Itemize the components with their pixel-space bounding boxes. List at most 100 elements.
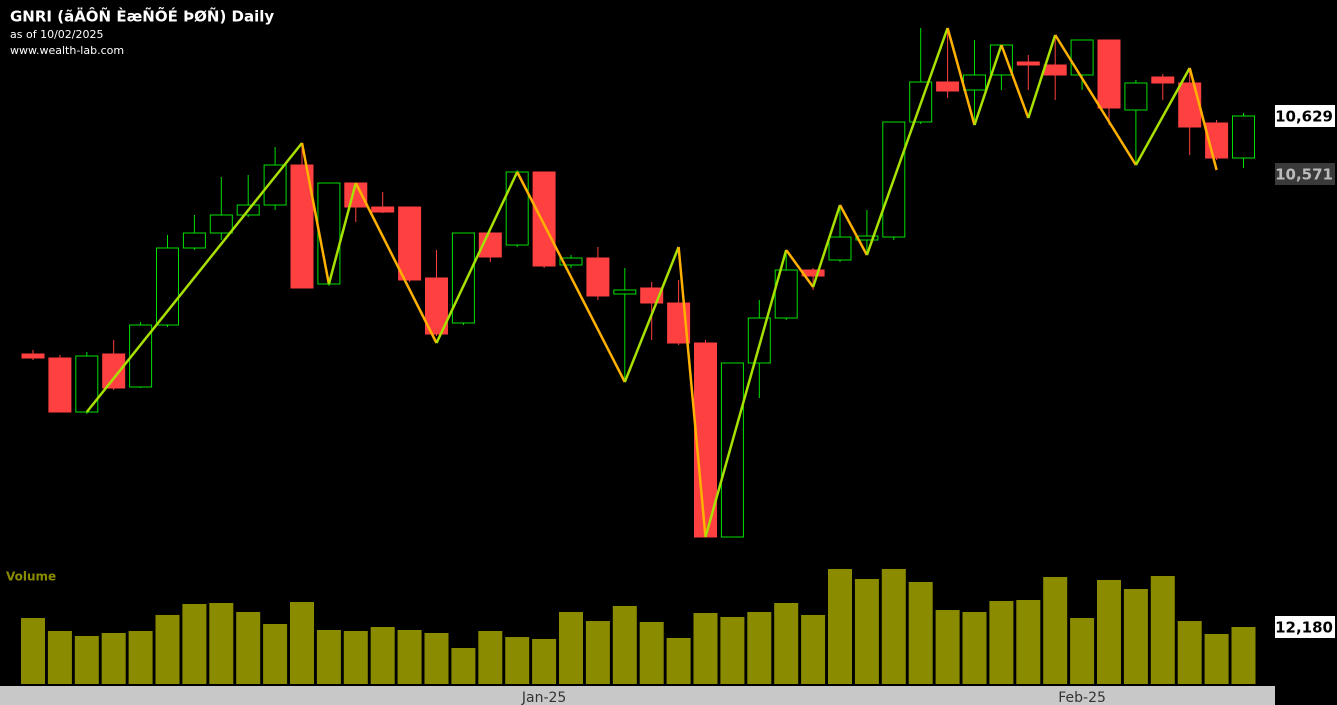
volume-bar — [612, 605, 637, 684]
zigzag-segment — [1188, 67, 1218, 171]
volume-bar — [693, 613, 718, 684]
candle-body — [559, 257, 583, 266]
candle-body — [828, 236, 852, 261]
volume-bar — [316, 629, 341, 684]
volume-bar — [1097, 579, 1121, 684]
candle-body — [182, 232, 206, 249]
y-tick-box — [1275, 105, 1335, 127]
volume-bar — [343, 630, 368, 684]
volume-bar — [397, 629, 422, 684]
zigzag-segment — [946, 27, 976, 126]
candle-body — [1043, 64, 1067, 76]
candle-body — [209, 214, 233, 234]
zigzag-segment — [785, 249, 815, 288]
volume-bar — [935, 610, 960, 684]
candle-body — [425, 277, 448, 335]
candle-body — [371, 206, 395, 213]
volume-bar — [774, 602, 799, 684]
volume-bar — [559, 611, 583, 684]
volume-bar — [290, 602, 314, 684]
volume-bar — [1177, 621, 1202, 684]
candle-body — [505, 171, 529, 246]
zigzag-segment — [811, 204, 842, 288]
candle-body — [774, 269, 798, 319]
candle-body — [1178, 82, 1202, 128]
zigzag-segment — [973, 44, 1003, 126]
candle-body — [586, 257, 610, 297]
y-tick-box — [1275, 616, 1335, 639]
volume-bar — [801, 614, 826, 684]
volume-bar — [209, 602, 234, 684]
candle-body — [48, 357, 72, 413]
volume-bar — [236, 611, 261, 684]
candle-body — [1070, 39, 1094, 76]
volume-bar — [854, 578, 879, 684]
y-tick-label: 12,180 — [1275, 619, 1333, 637]
volume-bar — [828, 568, 852, 684]
volume-bar — [47, 630, 72, 684]
volume-bar — [101, 632, 126, 684]
candle-body — [317, 182, 341, 285]
y-tick-label: 10,629 — [1275, 108, 1333, 126]
volume-title: Volume — [6, 570, 56, 584]
volume-bar — [155, 614, 180, 684]
candle-body — [21, 353, 45, 359]
zigzag-segment — [838, 204, 869, 256]
zigzag-segment — [300, 142, 331, 285]
volume-bar — [747, 611, 772, 684]
volume-bar — [21, 618, 45, 684]
candle-body — [263, 164, 287, 206]
candle-body — [451, 232, 475, 324]
volume-bar — [263, 624, 288, 684]
volume-bar — [666, 638, 691, 684]
zigzag-segment — [435, 171, 519, 344]
candle-body — [747, 317, 771, 364]
volume-bar — [451, 648, 476, 684]
zigzag-segment — [354, 182, 438, 344]
volume-bar — [1231, 627, 1256, 684]
volume-bar — [720, 616, 745, 684]
y-tick-box — [1275, 163, 1335, 185]
volume-bar — [182, 603, 207, 684]
chart-title: GNRI (ãÄÔÑ ÈæÑÕÉ ÞØÑ) Daily — [10, 7, 274, 26]
candle-body — [398, 206, 422, 281]
zigzag-segment — [1027, 34, 1057, 119]
candle-body — [613, 289, 637, 295]
zigzag-segment — [327, 182, 358, 285]
zigzag-segment — [1054, 34, 1137, 166]
candle-body — [532, 171, 556, 267]
candle-body — [156, 247, 179, 326]
candle-body — [1151, 76, 1175, 84]
zigzag-segment — [704, 249, 788, 538]
volume-bar — [639, 621, 664, 684]
date-axis-bar — [0, 686, 1275, 705]
zigzag-segment — [516, 171, 626, 383]
volume-bar — [1204, 633, 1229, 684]
zigzag-segment — [1000, 44, 1030, 119]
candle-body — [720, 362, 744, 538]
candle-body — [1097, 39, 1121, 109]
x-tick-label: Feb-25 — [1058, 690, 1106, 705]
candle-body — [1124, 82, 1148, 111]
volume-bar — [74, 635, 99, 684]
volume-bar — [478, 630, 503, 684]
candle-body — [855, 235, 879, 241]
chart-subtitle: as of 10/02/2025 — [10, 28, 103, 41]
zigzag-segment — [623, 246, 680, 383]
candle-body — [129, 324, 153, 388]
candle-body — [102, 353, 126, 389]
zigzag-segment — [677, 246, 707, 538]
y-tick-label: 10,571 — [1275, 166, 1333, 184]
volume-bar — [1043, 576, 1068, 684]
candle-body — [290, 164, 314, 289]
zigzag-segment — [85, 142, 303, 413]
volume-bar — [505, 637, 530, 684]
candle-body — [963, 74, 986, 91]
volume-bar — [1070, 618, 1095, 684]
volume-bar — [532, 638, 557, 684]
volume-bar — [881, 568, 906, 684]
volume-bar — [1150, 575, 1175, 684]
zigzag-segment — [865, 27, 949, 256]
volume-bar — [128, 630, 153, 684]
